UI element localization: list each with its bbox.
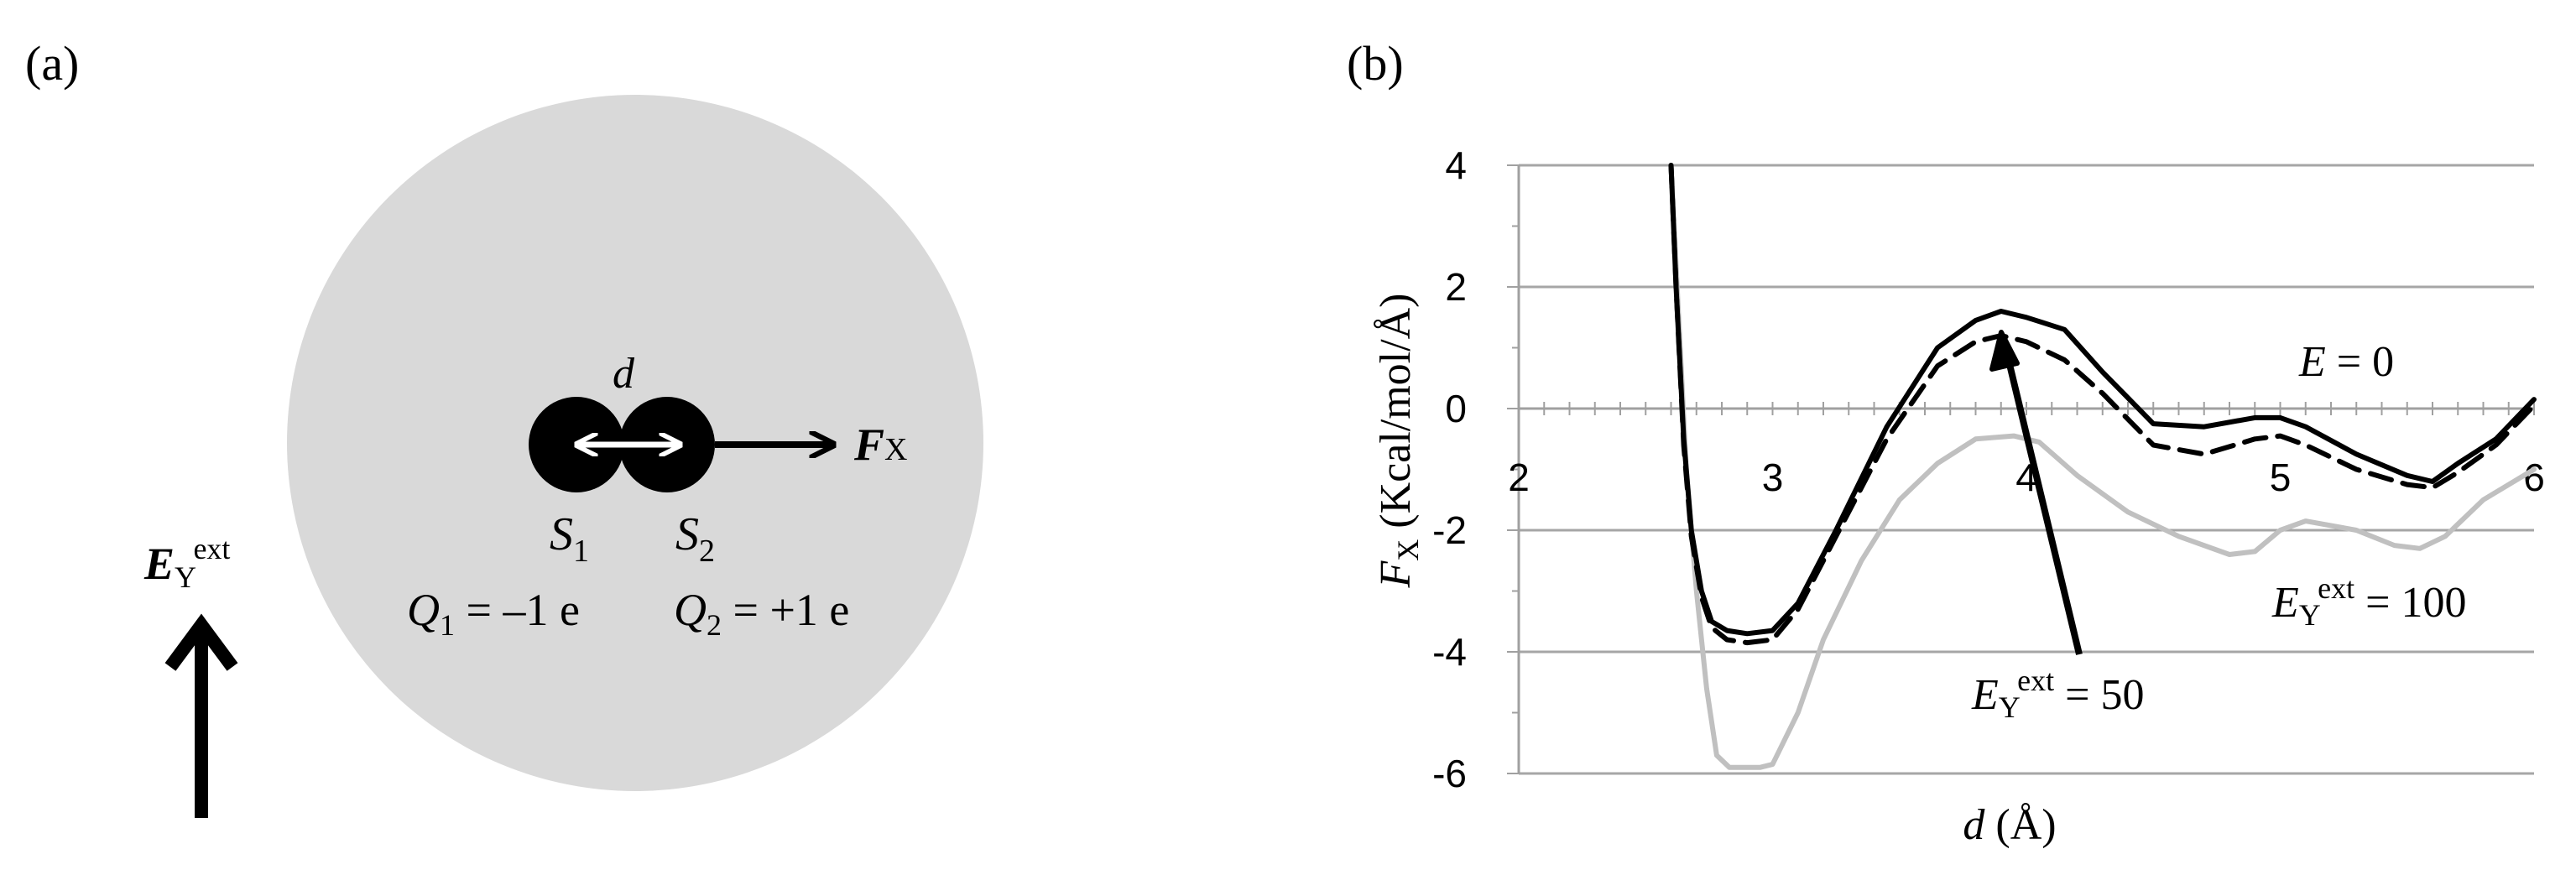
field-subscript: Y xyxy=(175,560,196,594)
annotation-e100-superscript: ext xyxy=(2318,571,2354,605)
annotation-e50-subscript: Y xyxy=(1999,690,2021,724)
charge-q2-subscript: 2 xyxy=(707,608,722,642)
panel-b-label: (b) xyxy=(1347,36,1404,91)
panel-a-label: (a) xyxy=(25,36,79,91)
annotation-e100-symbol: E xyxy=(2271,579,2299,627)
force-label: FX xyxy=(853,419,907,470)
annotation-e50-symbol: E xyxy=(1971,671,1999,719)
x-tick-label: 2 xyxy=(1508,456,1530,499)
charge-q1-subscript: 1 xyxy=(440,608,455,642)
annotation-e50-superscript: ext xyxy=(2017,664,2054,697)
site-s1-symbol: S xyxy=(550,508,573,560)
site-s2-symbol: S xyxy=(675,508,699,560)
y-axis-symbol: F xyxy=(1372,560,1420,588)
y-tick-label: 2 xyxy=(1445,265,1467,309)
force-chart: 4 2 0 -2 -4 -6 2 3 4 5 6 xyxy=(1432,143,2545,795)
x-tick-label: 3 xyxy=(1762,456,1784,499)
charge-q2-value: = +1 e xyxy=(722,585,849,635)
x-tick-label: 6 xyxy=(2523,456,2545,499)
field-symbol: E xyxy=(143,539,175,589)
y-tick-label: -4 xyxy=(1432,630,1467,674)
annotation-e100-subscript: Y xyxy=(2299,598,2321,632)
y-axis-subscript: X xyxy=(1391,539,1425,561)
charge-q2-label: Q2 = +1 e xyxy=(674,585,849,642)
y-axis-title: FX (Kcal/mol/Å) xyxy=(1372,294,1425,589)
annotation-e100-value: = 100 xyxy=(2354,579,2466,627)
distance-label: d xyxy=(613,350,635,398)
annotation-e50-value: = 50 xyxy=(2054,671,2144,719)
charge-q1-value: = –1 e xyxy=(455,585,580,635)
site-s2-subscript: 2 xyxy=(699,534,715,569)
panel-b: (b) 4 2 0 -2 -4 -6 2 3 4 5 6 FX (Kcal/mol/Å) d (Å… xyxy=(1347,36,2545,849)
field-arrow-head xyxy=(164,613,238,671)
annotation-e100: EYext = 100 xyxy=(2271,571,2466,632)
series-line-e0 xyxy=(1668,163,2537,637)
site-s1-subscript: 1 xyxy=(573,534,589,569)
annotation-e0-symbol: E xyxy=(2298,338,2326,386)
series-line-e100 xyxy=(1668,163,2537,770)
site-s1-label: S1 xyxy=(550,508,589,569)
x-axis-symbol: d xyxy=(1963,801,1985,849)
y-tick-label: 0 xyxy=(1445,387,1467,430)
y-tick-label: 4 xyxy=(1445,143,1467,187)
annotation-e0-value: = 0 xyxy=(2326,338,2394,386)
annotation-e50: EYext = 50 xyxy=(1971,664,2144,724)
y-tick-label: -6 xyxy=(1432,752,1467,795)
charge-q2-symbol: Q xyxy=(674,585,707,635)
field-superscript: ext xyxy=(193,532,230,565)
charge-q1-label: Q1 = –1 e xyxy=(407,585,580,642)
y-axis-unit: (Kcal/mol/Å) xyxy=(1372,294,1420,539)
annotation-e50-arrow xyxy=(2004,353,2083,655)
grid-lines xyxy=(1519,164,2534,775)
y-tick-label: -2 xyxy=(1432,508,1467,552)
annotation-e50-arrowhead xyxy=(1989,330,2020,372)
annotation-e0: E = 0 xyxy=(2298,338,2394,386)
panel-a: (a) d FX S1 S2 Q1 = –1 e Q2 = +1 e EYext xyxy=(25,36,983,818)
x-tick-label: 5 xyxy=(2270,456,2292,499)
charge-q1-symbol: Q xyxy=(407,585,440,635)
y-tick-labels: 4 2 0 -2 -4 -6 xyxy=(1432,143,1467,795)
site-s2-label: S2 xyxy=(675,508,715,569)
field-label: EYext xyxy=(143,532,230,594)
force-symbol: F xyxy=(853,419,884,470)
force-subscript: X xyxy=(884,432,907,467)
x-axis-unit: (Å) xyxy=(1984,801,2056,849)
x-axis-title: d (Å) xyxy=(1963,801,2056,849)
